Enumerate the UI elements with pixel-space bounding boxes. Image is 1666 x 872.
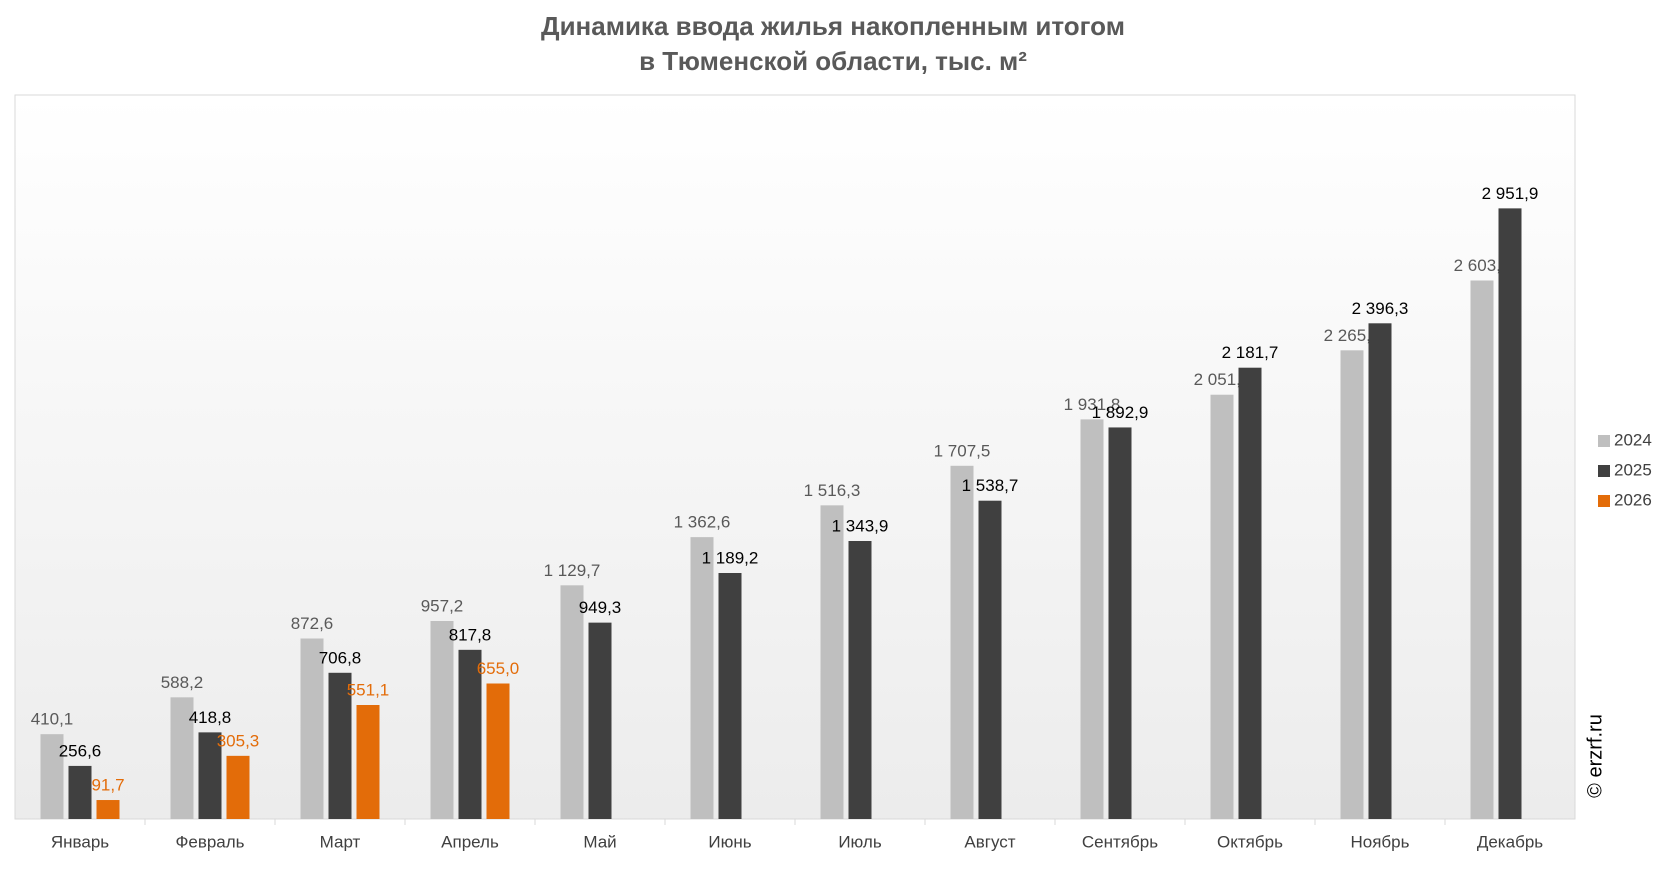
x-tick-label: Июль: [838, 832, 882, 851]
x-tick-label: Март: [320, 832, 361, 851]
bar: [1210, 394, 1234, 819]
data-label: 1 892,9: [1092, 403, 1149, 422]
bar: [560, 585, 584, 819]
data-label: 588,2: [161, 673, 204, 692]
x-tick-label: Сентябрь: [1082, 832, 1158, 851]
bar: [588, 622, 612, 819]
data-label: 2 051,1: [1194, 370, 1251, 389]
x-tick-label: Ноябрь: [1351, 832, 1410, 851]
data-label: 949,3: [579, 598, 622, 617]
bar: [1080, 419, 1104, 819]
bar: [1470, 280, 1494, 820]
legend-label: 2024: [1614, 430, 1652, 449]
bar: [718, 573, 742, 819]
data-label: 1 707,5: [934, 441, 991, 460]
data-label: 655,0: [477, 659, 520, 678]
bar: [950, 465, 974, 819]
bar: [1498, 208, 1522, 819]
bar: [848, 541, 872, 819]
plot-area: [14, 94, 1576, 820]
x-tick-label: Май: [583, 832, 616, 851]
bar: [1368, 323, 1392, 819]
bar: [1108, 427, 1132, 819]
x-tick-label: Декабрь: [1477, 832, 1543, 851]
data-label: 817,8: [449, 625, 492, 644]
data-label: 2 951,9: [1482, 184, 1539, 203]
data-label: 2 396,3: [1352, 299, 1409, 318]
chart-title: в Тюменской области, тыс. м²: [639, 46, 1027, 76]
bar: [690, 537, 714, 819]
x-tick-label: Октябрь: [1217, 832, 1283, 851]
legend-swatch: [1598, 495, 1610, 507]
bar: [198, 732, 222, 819]
data-label: 2 603,3: [1454, 256, 1511, 275]
data-label: 2 181,7: [1222, 343, 1279, 362]
data-label: 305,3: [217, 731, 260, 750]
x-tick-label: Июнь: [708, 832, 751, 851]
data-label: 1 189,2: [702, 548, 759, 567]
data-label: 1 538,7: [962, 476, 1019, 495]
x-tick-label: Апрель: [441, 832, 499, 851]
chart-title: Динамика ввода жилья накопленным итогом: [541, 11, 1125, 41]
bar: [1340, 350, 1364, 819]
bar: [356, 705, 380, 819]
data-label: 551,1: [347, 680, 390, 699]
source: © erzrf.ru: [1584, 714, 1606, 798]
bar: [96, 800, 120, 819]
bar: [68, 765, 92, 819]
bar: [978, 500, 1002, 819]
data-label: 1 343,9: [832, 516, 889, 535]
x-tick-label: Август: [964, 832, 1015, 851]
legend-swatch: [1598, 465, 1610, 477]
bar: [458, 649, 482, 819]
data-label: 1 129,7: [544, 561, 601, 580]
data-label: 410,1: [31, 710, 74, 729]
data-label: 418,8: [189, 708, 232, 727]
bar: [226, 755, 250, 819]
x-tick-label: Февраль: [175, 832, 244, 851]
data-label: 1 516,3: [804, 481, 861, 500]
bar: [820, 505, 844, 819]
data-label: 2 265,7: [1324, 326, 1381, 345]
x-tick-label: Январь: [51, 832, 109, 851]
data-label: 91,7: [91, 776, 124, 795]
legend-label: 2026: [1614, 490, 1652, 509]
bar: [170, 697, 194, 819]
bar: [486, 683, 510, 819]
data-label: 706,8: [319, 648, 362, 667]
bar: [40, 734, 64, 819]
data-label: 872,6: [291, 614, 334, 633]
bar: [1238, 367, 1262, 819]
legend-label: 2025: [1614, 460, 1652, 479]
bar: [430, 620, 454, 819]
data-label: 957,2: [421, 596, 464, 615]
legend-swatch: [1598, 435, 1610, 447]
bar: [300, 638, 324, 819]
data-label: 1 931,8: [1064, 395, 1121, 414]
bar: [328, 672, 352, 819]
data-label: 1 362,6: [674, 513, 731, 532]
data-label: 256,6: [59, 741, 102, 760]
